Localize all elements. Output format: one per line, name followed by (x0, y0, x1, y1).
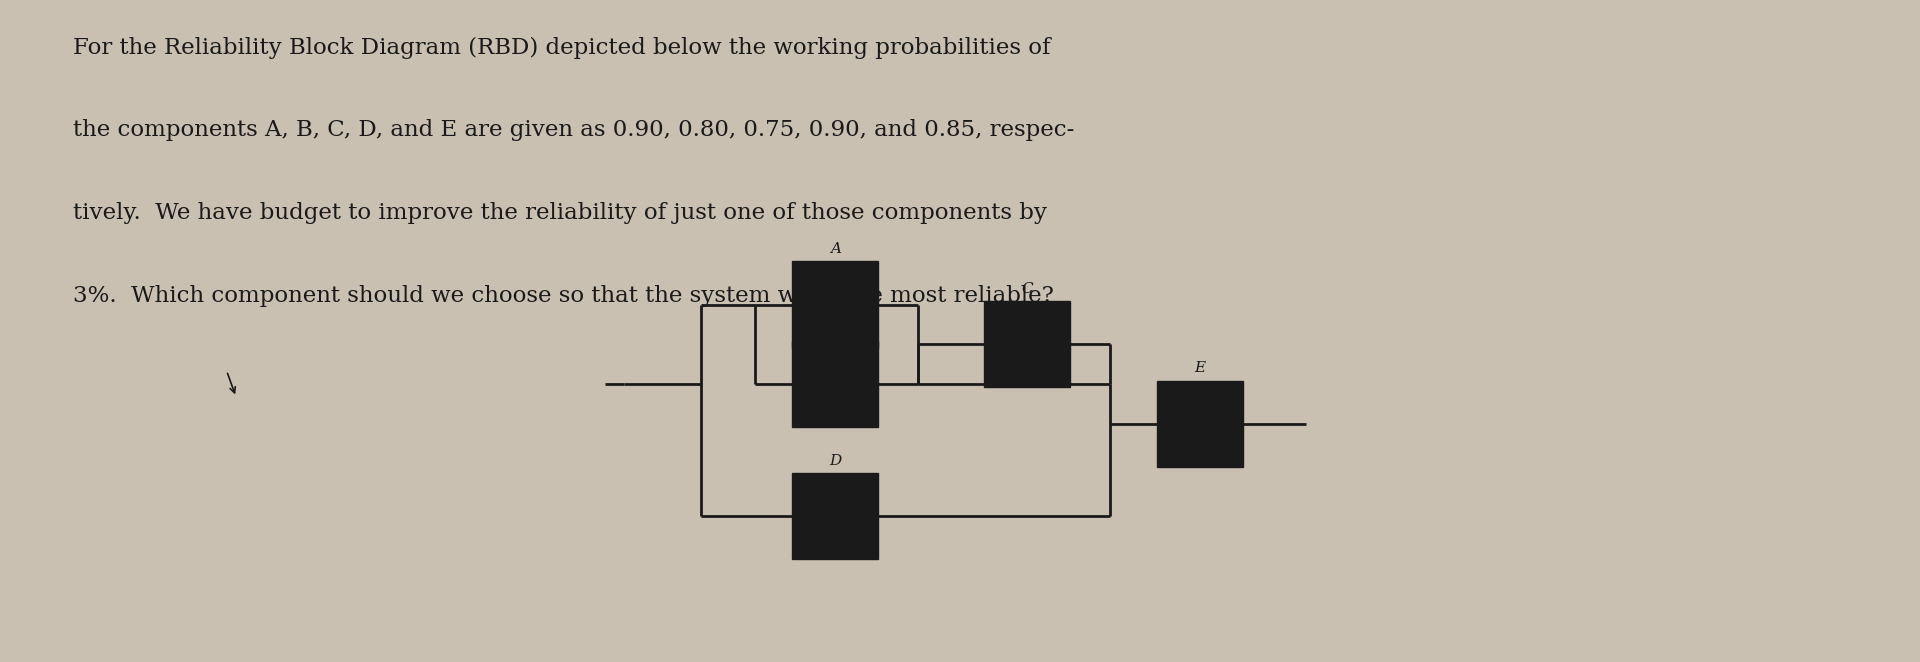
Bar (1156, 381, 1244, 467)
Text: E: E (1194, 361, 1206, 375)
Text: D: D (829, 454, 841, 468)
Bar (791, 473, 877, 559)
Text: tively.  We have budget to improve the reliability of just one of those componen: tively. We have budget to improve the re… (73, 202, 1046, 224)
Text: B: B (829, 322, 841, 336)
Bar (791, 341, 877, 427)
Bar (985, 301, 1071, 387)
Text: the components A, B, C, D, and E are given as 0.90, 0.80, 0.75, 0.90, and 0.85, : the components A, B, C, D, and E are giv… (73, 119, 1075, 141)
Bar (791, 261, 877, 348)
Text: C: C (1021, 282, 1033, 296)
Text: 3%.  Which component should we choose so that the system would be most reliable?: 3%. Which component should we choose so … (73, 285, 1054, 307)
Text: For the Reliability Block Diagram (RBD) depicted below the working probabilities: For the Reliability Block Diagram (RBD) … (73, 36, 1050, 58)
Text: A: A (829, 242, 841, 256)
